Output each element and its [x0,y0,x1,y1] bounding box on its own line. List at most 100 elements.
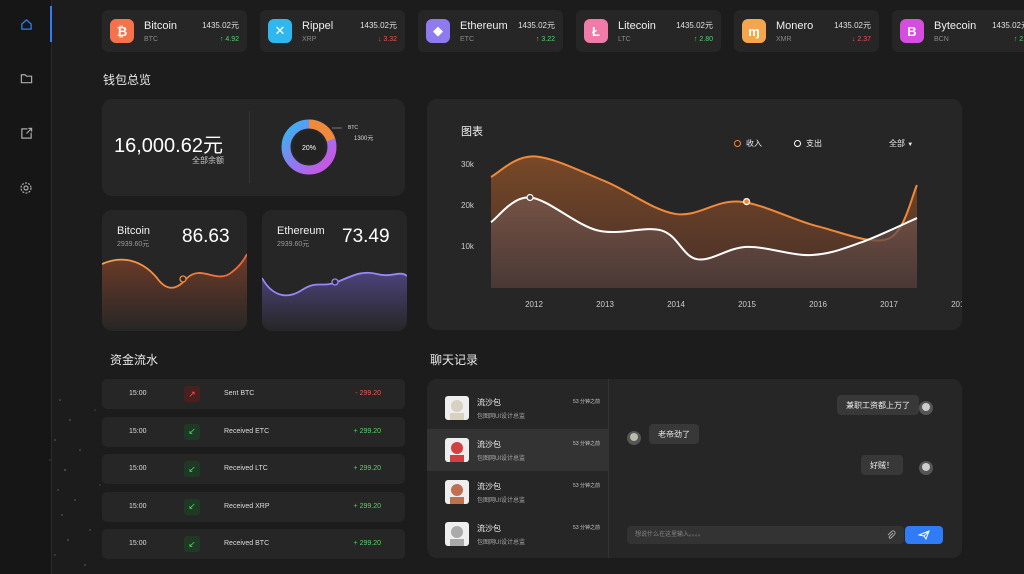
legend-income-dot [734,140,741,147]
flow-time: 15:00 [129,540,147,547]
avatar [445,438,469,462]
flow-amount: + 299.20 [353,465,381,472]
flow-amount: + 299.20 [353,540,381,547]
ticker-price: 1435.02元 [518,21,555,30]
contact-subtitle: 包图网UI设计总监 [477,414,526,420]
ticker-change: ↑ 4.92 [219,36,239,43]
contact-time: 53 分钟之前 [573,399,600,405]
rippel-icon: ✕ [268,19,292,43]
nav-settings[interactable] [0,166,52,210]
legend-income[interactable]: 收入 [734,138,762,149]
donut-center-label: 20% [302,145,316,152]
ticker-litecoin[interactable]: Ł Litecoin LTC 1435.02元 ↑ 2.80 [576,10,721,52]
contact-name: 流沙包 [477,440,501,449]
wallet-title: 钱包总览 [103,73,152,87]
avatar [919,401,933,415]
flow-label: Received ETC [224,427,270,435]
contact-time: 53 分钟之前 [573,483,600,489]
balance-label: 全部余额 [192,156,224,165]
coin-name: Ethereum [277,225,325,237]
flow-time: 15:00 [129,465,147,472]
coin-sub: 2939.60元 [277,241,310,248]
ticker-price: 1435.02元 [676,21,713,30]
legend-income-label: 收入 [746,139,762,148]
ticker-bytecoin[interactable]: B Bytecoin BCN 1435.02元 ↑ 2.0 [892,10,1024,52]
ticker-price: 1435.02元 [992,21,1024,30]
ticker-name: Monero [776,20,814,32]
bytecoin-icon: B [900,19,924,43]
arrow-down-left-icon: ↙ [184,498,200,515]
contact-item[interactable]: 流沙包 包图网UI设计总监 53 分钟之前 [427,471,608,513]
donut-chart: 20% [281,119,342,175]
ticker-change: ↑ 3.22 [535,36,555,43]
ethereum-card: Ethereum 2939.60元 73.49 [262,210,407,331]
chart-filter-dropdown[interactable]: 全部 ▼ [889,138,913,149]
contact-item[interactable]: 流沙包 包图网UI设计总监 53 分钟之前 [427,429,608,471]
litecoin-icon: Ł [584,19,608,43]
flow-label: Received BTC [224,540,270,547]
coin-name: Bitcoin [117,225,151,237]
flow-title: 资金流水 [110,353,159,367]
ethereum-icon: ◆ [426,19,450,43]
nav-share[interactable] [0,111,52,155]
ticker-name: Bytecoin [934,20,977,32]
x-tick-label: 2015 [738,300,756,309]
attachment-icon[interactable] [886,530,896,540]
nav-home[interactable] [0,2,52,46]
send-button[interactable] [905,526,943,544]
share-icon [20,127,32,139]
contact-item[interactable]: 流沙包 包图网UI设计总监 53 分钟之前 [427,513,608,555]
x-tick-label: 2013 [596,300,614,309]
arrow-down-left-icon: ↙ [184,423,200,440]
ticker-bitcoin[interactable]: ₿ Bitcoin BTC 1435.02元 ↑ 4.92 [102,10,247,52]
flow-label: Received LTC [224,465,268,472]
message-input[interactable] [635,529,865,541]
card-divider [249,111,250,183]
flow-row[interactable]: 15:00 ↗ Sent BTC - 299.20 [102,379,405,409]
ticker-rippel[interactable]: ✕ Rippel XRP 1435.02元 ↓ 3.32 [260,10,405,52]
flow-row[interactable]: 15:00 ↙ Received XRP + 299.20 [102,491,405,522]
legend-expense-dot [794,140,801,147]
ticker-symbol: XRP [302,36,317,43]
contact-item[interactable]: 流沙包 包图网UI设计总监 53 分钟之前 [427,387,608,429]
ticker-symbol: BTC [144,36,158,43]
coin-value: 86.63 [182,226,230,247]
data-point-marker[interactable] [526,193,534,202]
legend-expense-label: 支出 [806,139,822,148]
ticker-name: Litecoin [618,20,656,32]
ticker-name: Bitcoin [144,20,178,32]
arrow-down-left-icon: ↙ [184,536,200,552]
ticker-name: Rippel [302,20,334,32]
legend-expense[interactable]: 支出 [794,138,822,149]
ticker-monero[interactable]: ɱ Monero XMR 1435.02元 ↓ 2.37 [734,10,879,52]
y-tick-label: 20k [461,201,475,210]
gear-icon [20,182,32,194]
main-chart-card: 图表 收入 支出 全部 ▼ 30k 20k 10k 2012 2013 2014 2015 2… [427,99,962,330]
message-bubble: 兼职工资都上万了 [837,395,919,415]
data-point-marker[interactable] [743,197,751,206]
series-line-1 [490,196,918,261]
nav-folder[interactable] [0,56,52,100]
y-tick-label: 10k [461,242,475,251]
bitcoin-card: Bitcoin 2939.60元 86.63 [102,210,247,331]
send-icon [918,530,930,540]
flow-time: 15:00 [129,427,147,435]
y-tick-label: 30k [461,160,475,169]
main-content: ₿ Bitcoin BTC 1435.02元 ↑ 4.92 ✕ Rippel XRP 1435.… [52,0,1024,574]
ticker-change: ↓ 3.32 [377,36,397,43]
ticker-ethereum[interactable]: ◆ Ethereum ETC 1435.02元 ↑ 3.22 [418,10,563,52]
arrow-up-right-icon: ↗ [184,386,200,402]
flow-row[interactable]: 15:00 ↙ Received ETC + 299.20 [102,416,405,447]
ticker-price: 1435.02元 [202,21,239,30]
flow-amount: + 299.20 [353,502,381,510]
message-bubble: 老帝劲了 [649,424,699,444]
flow-row[interactable]: 15:00 ↙ Received BTC + 299.20 [102,529,405,559]
message-input-box [627,526,904,544]
donut-legend-symbol: BTC [348,125,358,131]
ticker-name: Ethereum [460,20,508,32]
ticker-change: ↓ 2.37 [851,36,871,43]
ticker-symbol: LTC [618,36,631,43]
contact-name: 流沙包 [477,524,501,533]
donut-hole [293,131,325,163]
flow-row[interactable]: 15:00 ↙ Received LTC + 299.20 [102,454,405,484]
